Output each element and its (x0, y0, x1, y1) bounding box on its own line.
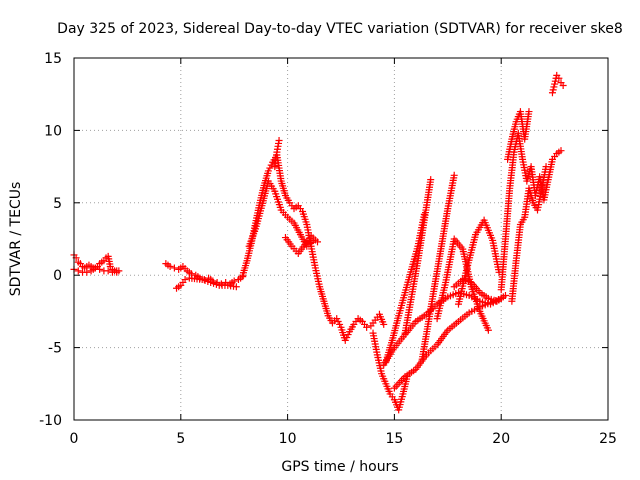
grid-lines (74, 58, 608, 420)
x-tick-label: 5 (176, 431, 185, 447)
data-point (559, 82, 567, 90)
data-point (181, 276, 189, 284)
data-point (501, 291, 509, 299)
chart-title: Day 325 of 2023, Sidereal Day-to-day VTE… (57, 21, 623, 37)
y-axis-label: SDTVAR / TECUs (8, 182, 24, 297)
x-tick-label: 0 (70, 431, 79, 447)
data-point (91, 264, 99, 272)
x-tick-label: 20 (492, 431, 510, 447)
data-point (232, 283, 240, 291)
data-point (542, 163, 550, 171)
data-point (170, 264, 178, 272)
y-tick-label: -5 (48, 341, 62, 357)
data-point (427, 176, 435, 184)
x-tick-label: 25 (599, 431, 617, 447)
y-tick-label: 15 (44, 51, 62, 67)
data-point (555, 74, 563, 82)
data-point (96, 265, 104, 273)
data-point (363, 323, 371, 331)
x-tick-label: 15 (385, 431, 403, 447)
y-tick-label: 0 (53, 268, 62, 284)
data-point (230, 277, 238, 285)
axis-ticks (73, 57, 609, 421)
x-tick-labels: 0 5 10 15 20 25 (70, 431, 617, 447)
data-point (314, 238, 322, 246)
data-point (557, 147, 565, 155)
y-tick-label: 5 (53, 196, 62, 212)
data-point (275, 137, 283, 145)
plot-frame (73, 57, 609, 421)
y-tick-label: -10 (39, 413, 62, 429)
data-point (83, 268, 91, 276)
y-tick-labels: -10 -5 0 5 10 15 (39, 51, 62, 429)
data-point (525, 108, 533, 116)
x-tick-label: 10 (279, 431, 297, 447)
data-point (484, 326, 492, 334)
x-axis-label: GPS time / hours (281, 459, 398, 475)
data-point (380, 320, 388, 328)
data-point (74, 267, 82, 275)
data-point (166, 263, 174, 271)
data-point (450, 171, 458, 179)
data-point (113, 268, 121, 276)
data-points (70, 71, 567, 414)
y-tick-label: 10 (44, 123, 62, 139)
data-point (104, 267, 112, 275)
